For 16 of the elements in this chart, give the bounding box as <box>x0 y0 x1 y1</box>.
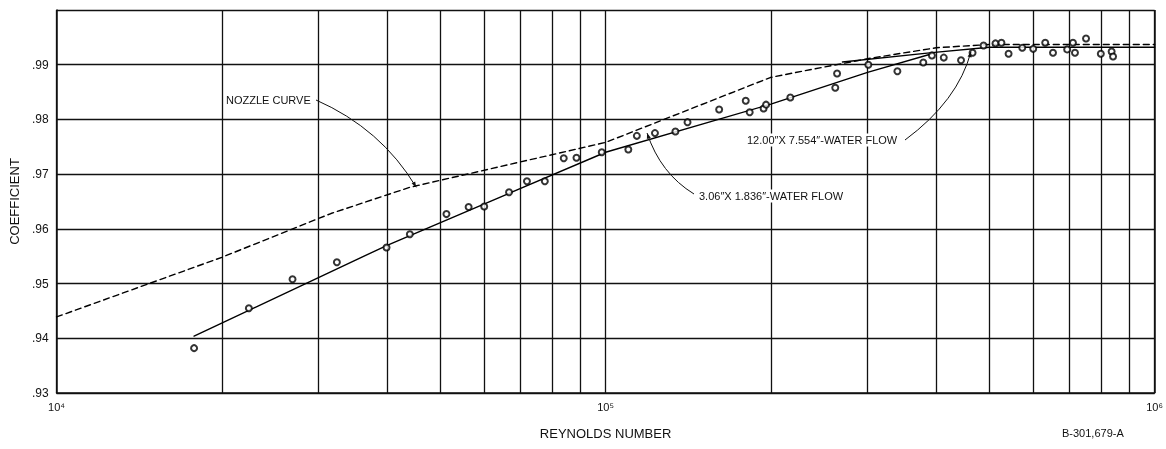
annotation: 3.06″X 1.836″-WATER FLOW <box>699 190 844 202</box>
y-tick-label: .93 <box>31 386 49 400</box>
annotation: NOZZLE CURVE <box>226 94 311 106</box>
annotation: 12.00″X 7.554″-WATER FLOW <box>747 134 898 146</box>
y-tick-label: .96 <box>31 221 49 236</box>
y-tick-label: .97 <box>31 167 49 182</box>
x-tick-label: 10⁴ <box>48 400 66 413</box>
x-axis-title: REYNOLDS NUMBER <box>539 426 672 441</box>
x-tick-label: 10⁵ <box>597 400 614 413</box>
y-axis-title: COEFFICIENT <box>7 158 22 245</box>
y-tick-label: .95 <box>31 276 49 291</box>
x-tick-label: 10⁶ <box>1146 400 1163 413</box>
text: B-301,679-A <box>1062 427 1125 439</box>
y-tick-label: .99 <box>31 57 49 72</box>
y-tick-label: .98 <box>31 112 49 127</box>
y-tick-label: .94 <box>31 331 49 346</box>
